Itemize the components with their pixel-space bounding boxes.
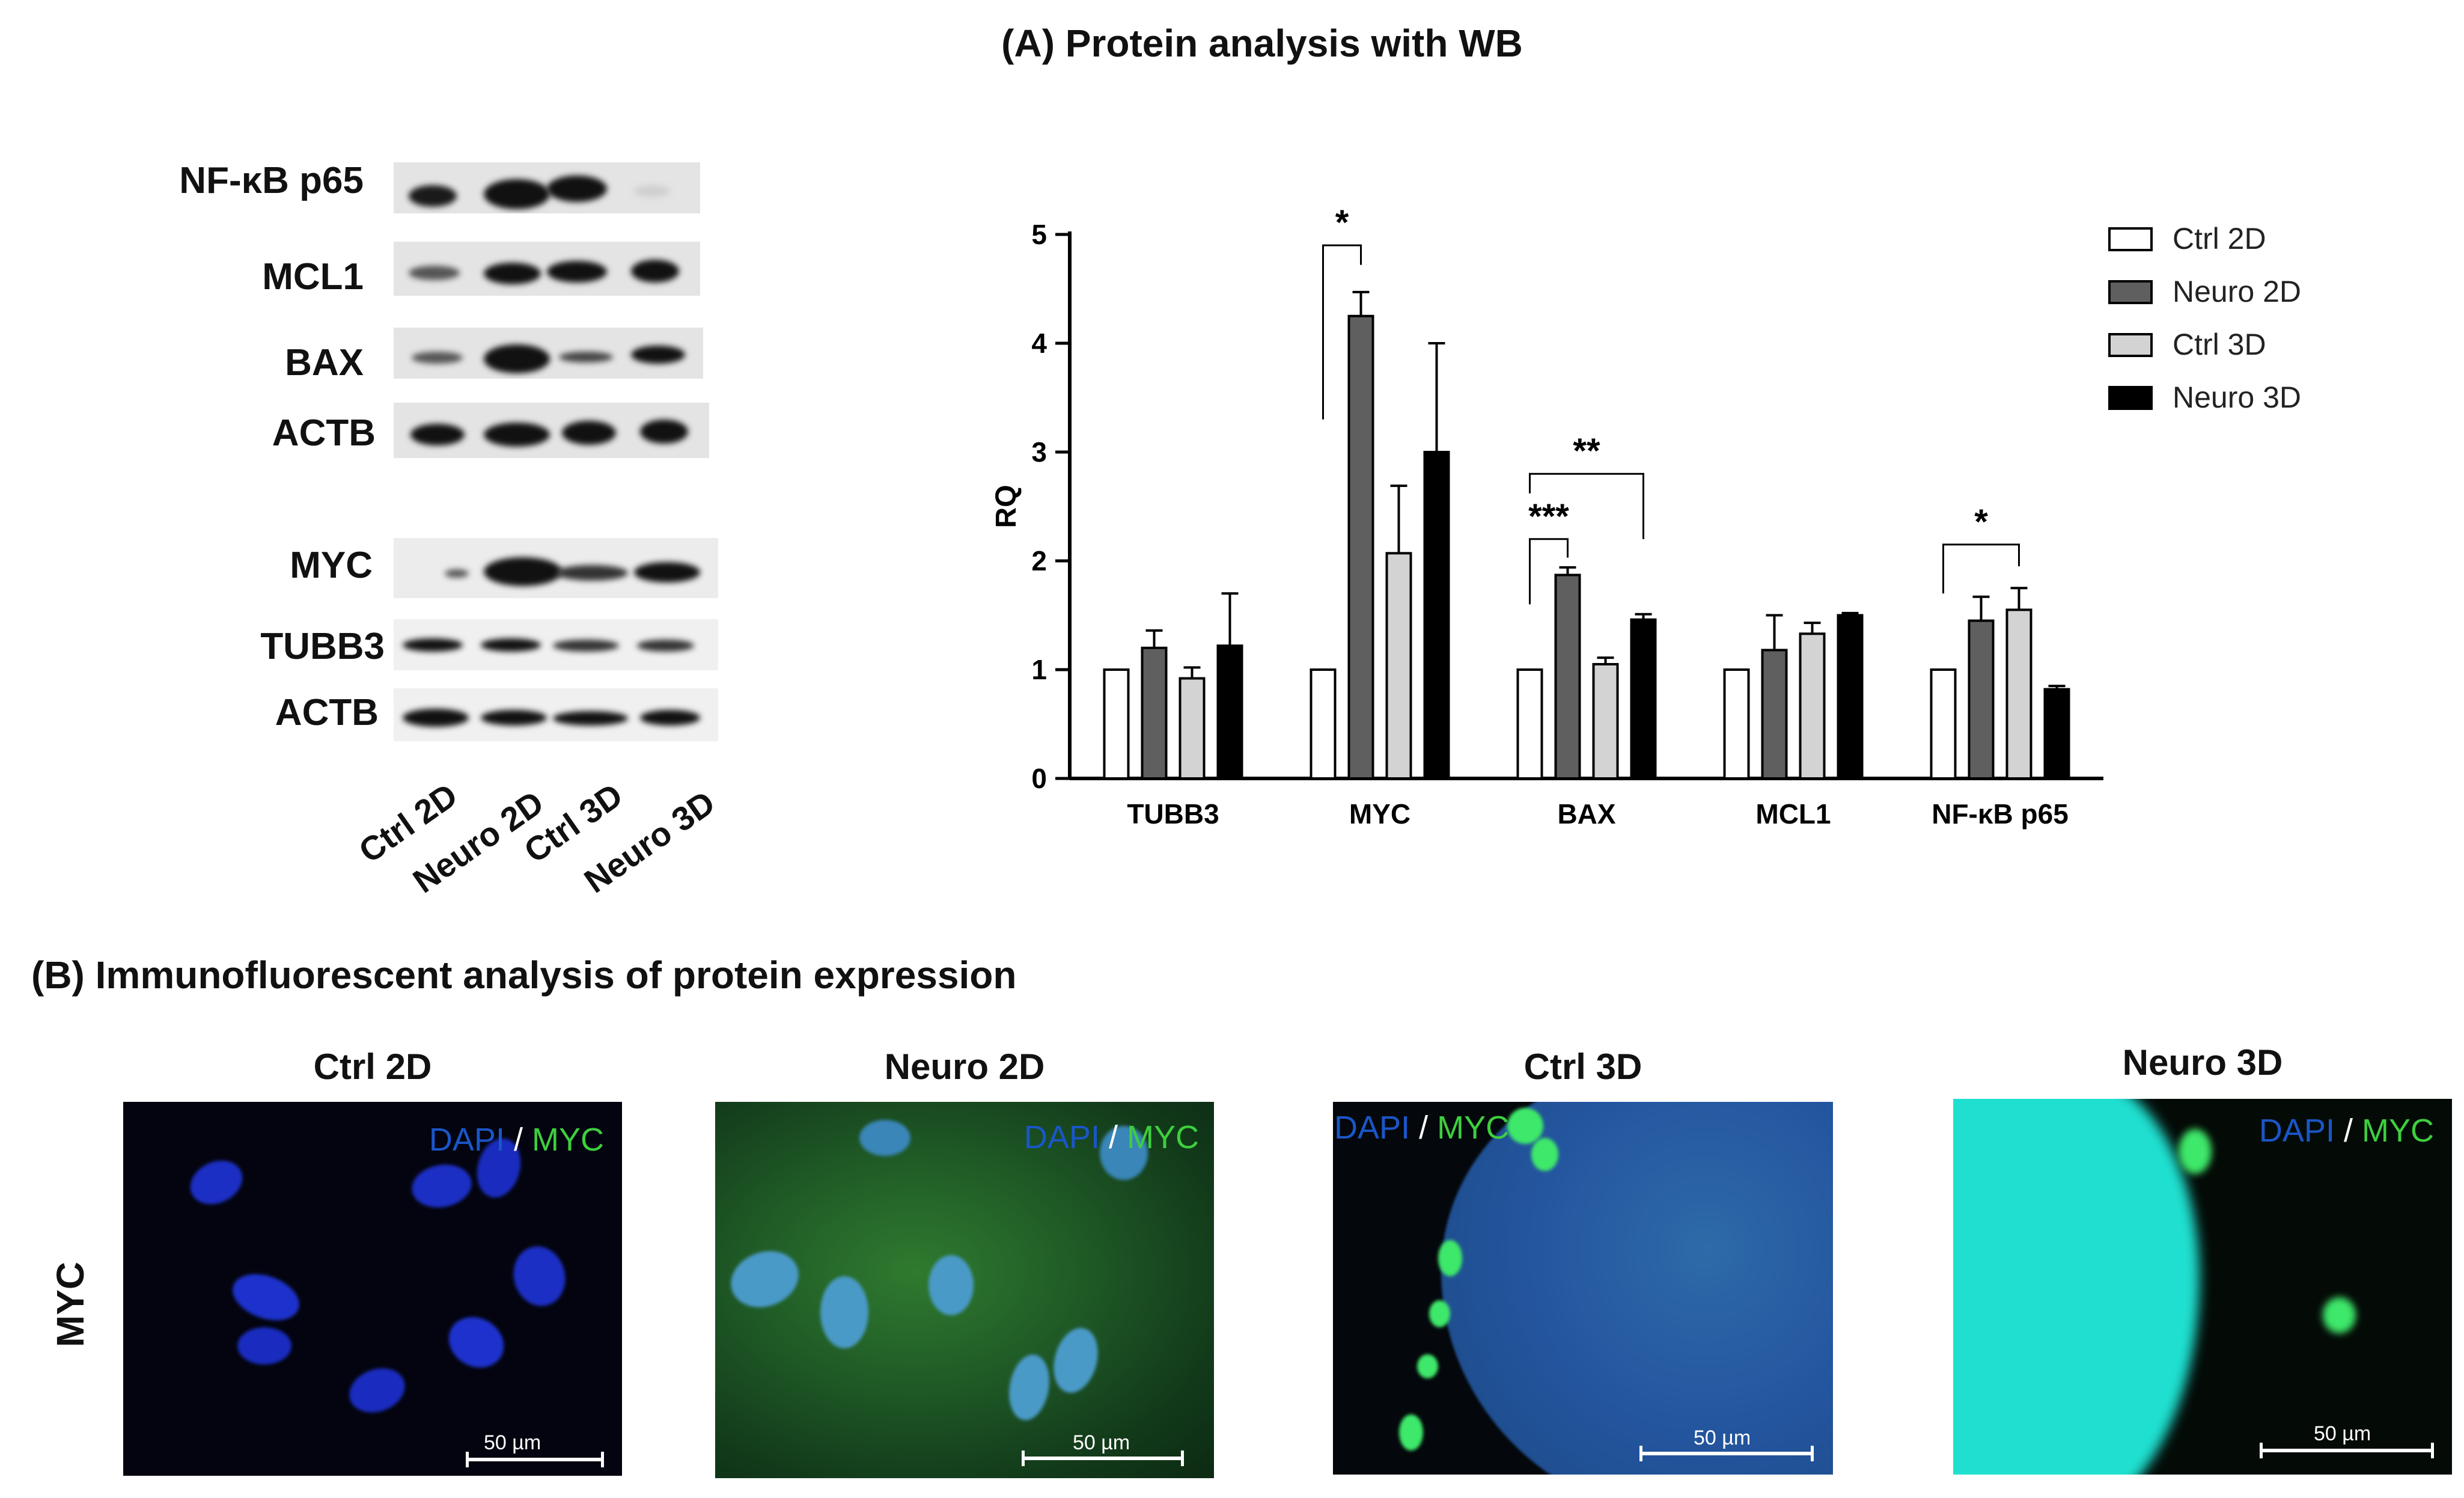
legend-label: Ctrl 3D <box>2173 328 2266 361</box>
significance-bracket <box>1529 472 1644 539</box>
wb-label-tubb3: TUBB3 <box>260 626 385 667</box>
wb-strip-mcl1 <box>394 242 700 296</box>
legend-swatch <box>2108 280 2153 304</box>
scale-bar-neuro-2d <box>1022 1451 1184 1466</box>
bar <box>1385 552 1412 780</box>
legend-swatch <box>2108 227 2153 251</box>
legend-separator: / <box>1108 1119 1118 1155</box>
scale-text-neuro-3d: 50 µm <box>2314 1422 2371 1445</box>
if-title-neuro-3d: Neuro 3D <box>2122 1042 2283 1083</box>
bar <box>2005 608 2032 780</box>
dapi-label: DAPI <box>428 1122 505 1158</box>
x-tick-label: MCL1 <box>1755 798 1831 830</box>
wb-strip-actb-bottom <box>394 688 718 741</box>
if-legend-ctrl-3d: DAPI / MYC <box>1334 1109 1509 1146</box>
if-legend-neuro-3d: DAPI / MYC <box>2259 1112 2434 1149</box>
scale-text-ctrl-2d: 50 µm <box>484 1431 541 1454</box>
scale-bar-neuro-3d <box>2260 1443 2434 1458</box>
bar <box>1216 644 1243 780</box>
bar <box>1968 619 1995 780</box>
significance-label: * <box>1335 203 1349 242</box>
y-tick-label: 2 <box>1031 545 1047 576</box>
legend-separator: / <box>513 1122 523 1158</box>
myc-label: MYC <box>1437 1110 1510 1146</box>
significance-bracket <box>1529 538 1569 605</box>
significance-label: *** <box>1528 497 1569 536</box>
y-tick-label: 0 <box>1031 763 1047 794</box>
wb-label-actb-top: ACTB <box>272 412 376 454</box>
legend-separator: / <box>1419 1110 1429 1146</box>
wb-strip-actb-top <box>394 403 709 458</box>
dapi-label: DAPI <box>1023 1119 1100 1155</box>
if-image-neuro-2d: DAPI / MYC 50 µm <box>715 1102 1214 1478</box>
significance-bracket <box>1942 543 2020 594</box>
y-tick-label: 5 <box>1031 219 1047 250</box>
x-tick-label: NF-κB p65 <box>1932 798 2069 830</box>
panel-b-title: (B) Immunofluorescent analysis of protei… <box>31 953 1017 997</box>
wb-strip-tubb3 <box>394 619 718 670</box>
myc-label: MYC <box>2362 1113 2434 1149</box>
x-tick-label: BAX <box>1557 798 1615 830</box>
bar <box>1930 668 1957 780</box>
bar <box>1423 451 1450 780</box>
wb-label-nfkb: NF-κB p65 <box>179 160 364 201</box>
wb-label-mcl1: MCL1 <box>262 256 364 298</box>
dapi-label: DAPI <box>1334 1110 1410 1146</box>
myc-label: MYC <box>532 1122 604 1158</box>
wb-strip-bax <box>394 328 703 379</box>
scale-text-neuro-2d: 50 µm <box>1073 1431 1130 1454</box>
legend-separator: / <box>2343 1113 2353 1149</box>
scale-text-ctrl-3d: 50 µm <box>1694 1426 1751 1449</box>
significance-bracket <box>1322 244 1362 420</box>
panel-b-row-label: MYC <box>49 1261 92 1348</box>
myc-label: MYC <box>1127 1119 1199 1155</box>
if-title-ctrl-2d: Ctrl 2D <box>313 1047 432 1087</box>
y-tick-label: 3 <box>1031 436 1047 468</box>
if-legend-ctrl-2d: DAPI / MYC <box>429 1121 604 1158</box>
legend-label: Neuro 2D <box>2173 275 2301 308</box>
bar <box>1347 314 1374 780</box>
legend-swatch <box>2108 386 2153 410</box>
wb-label-myc: MYC <box>290 545 373 586</box>
bar <box>1761 649 1788 780</box>
legend-label: Neuro 3D <box>2173 381 2301 414</box>
bar <box>1799 632 1826 780</box>
wb-strip-myc <box>394 538 718 598</box>
bar <box>1310 668 1337 780</box>
wb-label-bax: BAX <box>285 342 364 384</box>
y-tick-label: 1 <box>1031 654 1047 685</box>
bar <box>1554 573 1581 780</box>
if-title-ctrl-3d: Ctrl 3D <box>1523 1047 1642 1087</box>
wb-strip-nfkb <box>394 162 700 213</box>
if-image-neuro-3d: DAPI / MYC 50 µm <box>1953 1099 2452 1475</box>
legend-swatch <box>2108 333 2153 357</box>
bar <box>1141 646 1168 780</box>
dapi-label: DAPI <box>2258 1113 2335 1149</box>
legend-label: Ctrl 2D <box>2173 222 2266 255</box>
bar <box>1837 614 1864 780</box>
if-image-ctrl-2d: DAPI / MYC 50 µm <box>123 1102 622 1476</box>
scale-bar-ctrl-2d <box>466 1452 604 1467</box>
wb-label-actb-bottom: ACTB <box>275 692 379 733</box>
x-tick-label: MYC <box>1349 798 1410 830</box>
bar <box>2043 688 2070 780</box>
bar <box>1103 668 1130 780</box>
bar <box>1516 668 1543 780</box>
bar <box>1723 668 1750 780</box>
significance-label: ** <box>1573 432 1600 471</box>
significance-label: * <box>1974 503 1988 542</box>
bar <box>1630 618 1657 780</box>
if-title-neuro-2d: Neuro 2D <box>884 1047 1045 1087</box>
y-tick-label: 4 <box>1031 328 1047 359</box>
if-legend-neuro-2d: DAPI / MYC <box>1024 1119 1199 1156</box>
scale-bar-ctrl-3d <box>1639 1446 1814 1461</box>
if-image-ctrl-3d: DAPI / MYC 50 µm <box>1333 1102 1833 1475</box>
y-axis-label: RQ <box>990 485 1022 528</box>
x-tick-label: TUBB3 <box>1127 798 1219 830</box>
bar <box>1592 662 1619 780</box>
bar <box>1179 677 1206 780</box>
panel-a-title: (A) Protein analysis with WB <box>1001 22 1523 65</box>
